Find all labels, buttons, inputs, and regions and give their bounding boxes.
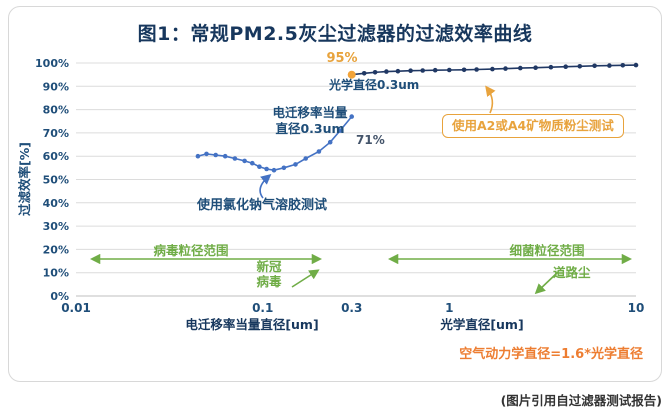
y-tick-label: 40% (43, 197, 69, 210)
x-axis-label-left: 电迁移率当量直径[um] (185, 317, 319, 332)
grid-layer: 0% 10% 20% 30% 40% 50% 60% 70% 80% 90% 100% 0.01 0.1… (35, 57, 644, 315)
label-covid-line1: 新冠 (256, 259, 282, 274)
nacl-arrow (259, 173, 272, 199)
y-tick-label: 30% (43, 220, 69, 233)
y-tick-label: 80% (43, 104, 69, 117)
data-point (195, 153, 201, 159)
data-point (361, 71, 367, 76)
data-point (250, 160, 255, 166)
figure-title: 图1：常规PM2.5灰尘过滤器的过滤效率曲线 (137, 23, 533, 45)
data-point (490, 66, 495, 72)
annotation-arrows: 过滤效率[%] (17, 85, 633, 295)
data-point (548, 64, 554, 70)
label-nacl-test: 使用氯化钠气溶胶测试 (197, 198, 328, 213)
data-point (408, 68, 413, 73)
data-point (461, 67, 467, 73)
data-point (293, 162, 298, 167)
figure-citation: (图片引用自过滤器测试报告) (500, 393, 662, 408)
data-point (281, 165, 287, 171)
data-point (420, 68, 426, 73)
x-tick-label: 0.01 (61, 301, 91, 315)
label-mobility-line1: 电迁移率当量 (272, 105, 348, 120)
mineral-test-arrow (485, 85, 496, 114)
data-point (222, 153, 228, 159)
data-point (242, 158, 247, 164)
data-point (503, 66, 508, 71)
label-virus-range: 病毒粒径范围 (153, 243, 229, 258)
y-axis-title: 过滤效率[%] (17, 142, 32, 216)
data-point (232, 156, 238, 161)
data-point (518, 65, 523, 71)
y-tick-label: 0% (50, 290, 69, 303)
data-point (372, 70, 378, 75)
label-road-dust: 道路尘 (553, 265, 591, 280)
label-optical-diameter: 光学直径0.3um (329, 78, 420, 92)
series-layer (195, 62, 639, 173)
y-tick-label: 50% (43, 174, 69, 187)
data-point (592, 63, 597, 69)
data-point (633, 62, 639, 68)
data-point (303, 156, 309, 161)
figure-card: 图1：常规PM2.5灰尘过滤器的过滤效率曲线 0% 10% 20% 30% 40% 50%… (8, 6, 662, 382)
label-95-percent: 95% (326, 51, 358, 66)
data-point (327, 139, 333, 145)
data-point (337, 128, 343, 133)
y-tick-label: 20% (43, 243, 69, 256)
label-covid-virus: 新冠 病毒 (251, 259, 287, 289)
x-tick-label: 10 (628, 301, 645, 315)
label-71-percent: 71% (356, 133, 385, 147)
y-tick-label: 100% (35, 57, 69, 70)
x-tick-label: 1 (445, 301, 453, 315)
label-bacteria-range: 细菌粒径范围 (509, 243, 585, 258)
data-point (432, 67, 438, 73)
data-point (607, 63, 612, 68)
label-covid-line2: 病毒 (256, 274, 282, 289)
y-tick-label: 60% (43, 150, 69, 163)
road-dust-arrow (534, 271, 559, 295)
data-point (533, 65, 538, 70)
highlighted-data-point (347, 70, 356, 79)
data-point (620, 63, 626, 68)
y-tick-label: 90% (43, 80, 69, 93)
data-point (577, 64, 583, 69)
data-point (257, 164, 262, 169)
data-point (349, 114, 355, 119)
series-line (351, 64, 637, 76)
data-point (474, 67, 479, 72)
data-point (395, 68, 401, 74)
y-tick-label: 70% (43, 127, 69, 140)
label-aerodynamic-formula: 空气动力学直径=1.6*光学直径 (459, 347, 643, 362)
data-point (204, 151, 209, 157)
x-tick-label: 0.3 (341, 301, 362, 315)
data-point (384, 69, 389, 74)
x-tick-label: 0.1 (252, 301, 273, 315)
label-mobility-diameter: 电迁移率当量 直径0.3um (261, 105, 359, 136)
data-point (213, 152, 218, 158)
covid-arrow (291, 269, 320, 288)
data-point (563, 64, 568, 69)
label-mobility-line2: 直径0.3um (275, 120, 345, 136)
data-point (271, 167, 277, 173)
data-point (316, 149, 322, 154)
x-axis-label-right: 光学直径[um] (440, 317, 524, 332)
data-point (264, 166, 269, 172)
label-mineral-test: 使用A2或A4矿物质粉尘测试 (442, 114, 624, 138)
data-point (447, 67, 452, 73)
y-tick-label: 10% (43, 267, 69, 280)
chart-plot: 0% 10% 20% 30% 40% 50% 60% 70% 80% 90% 100% 0.01 0.1… (17, 57, 644, 315)
